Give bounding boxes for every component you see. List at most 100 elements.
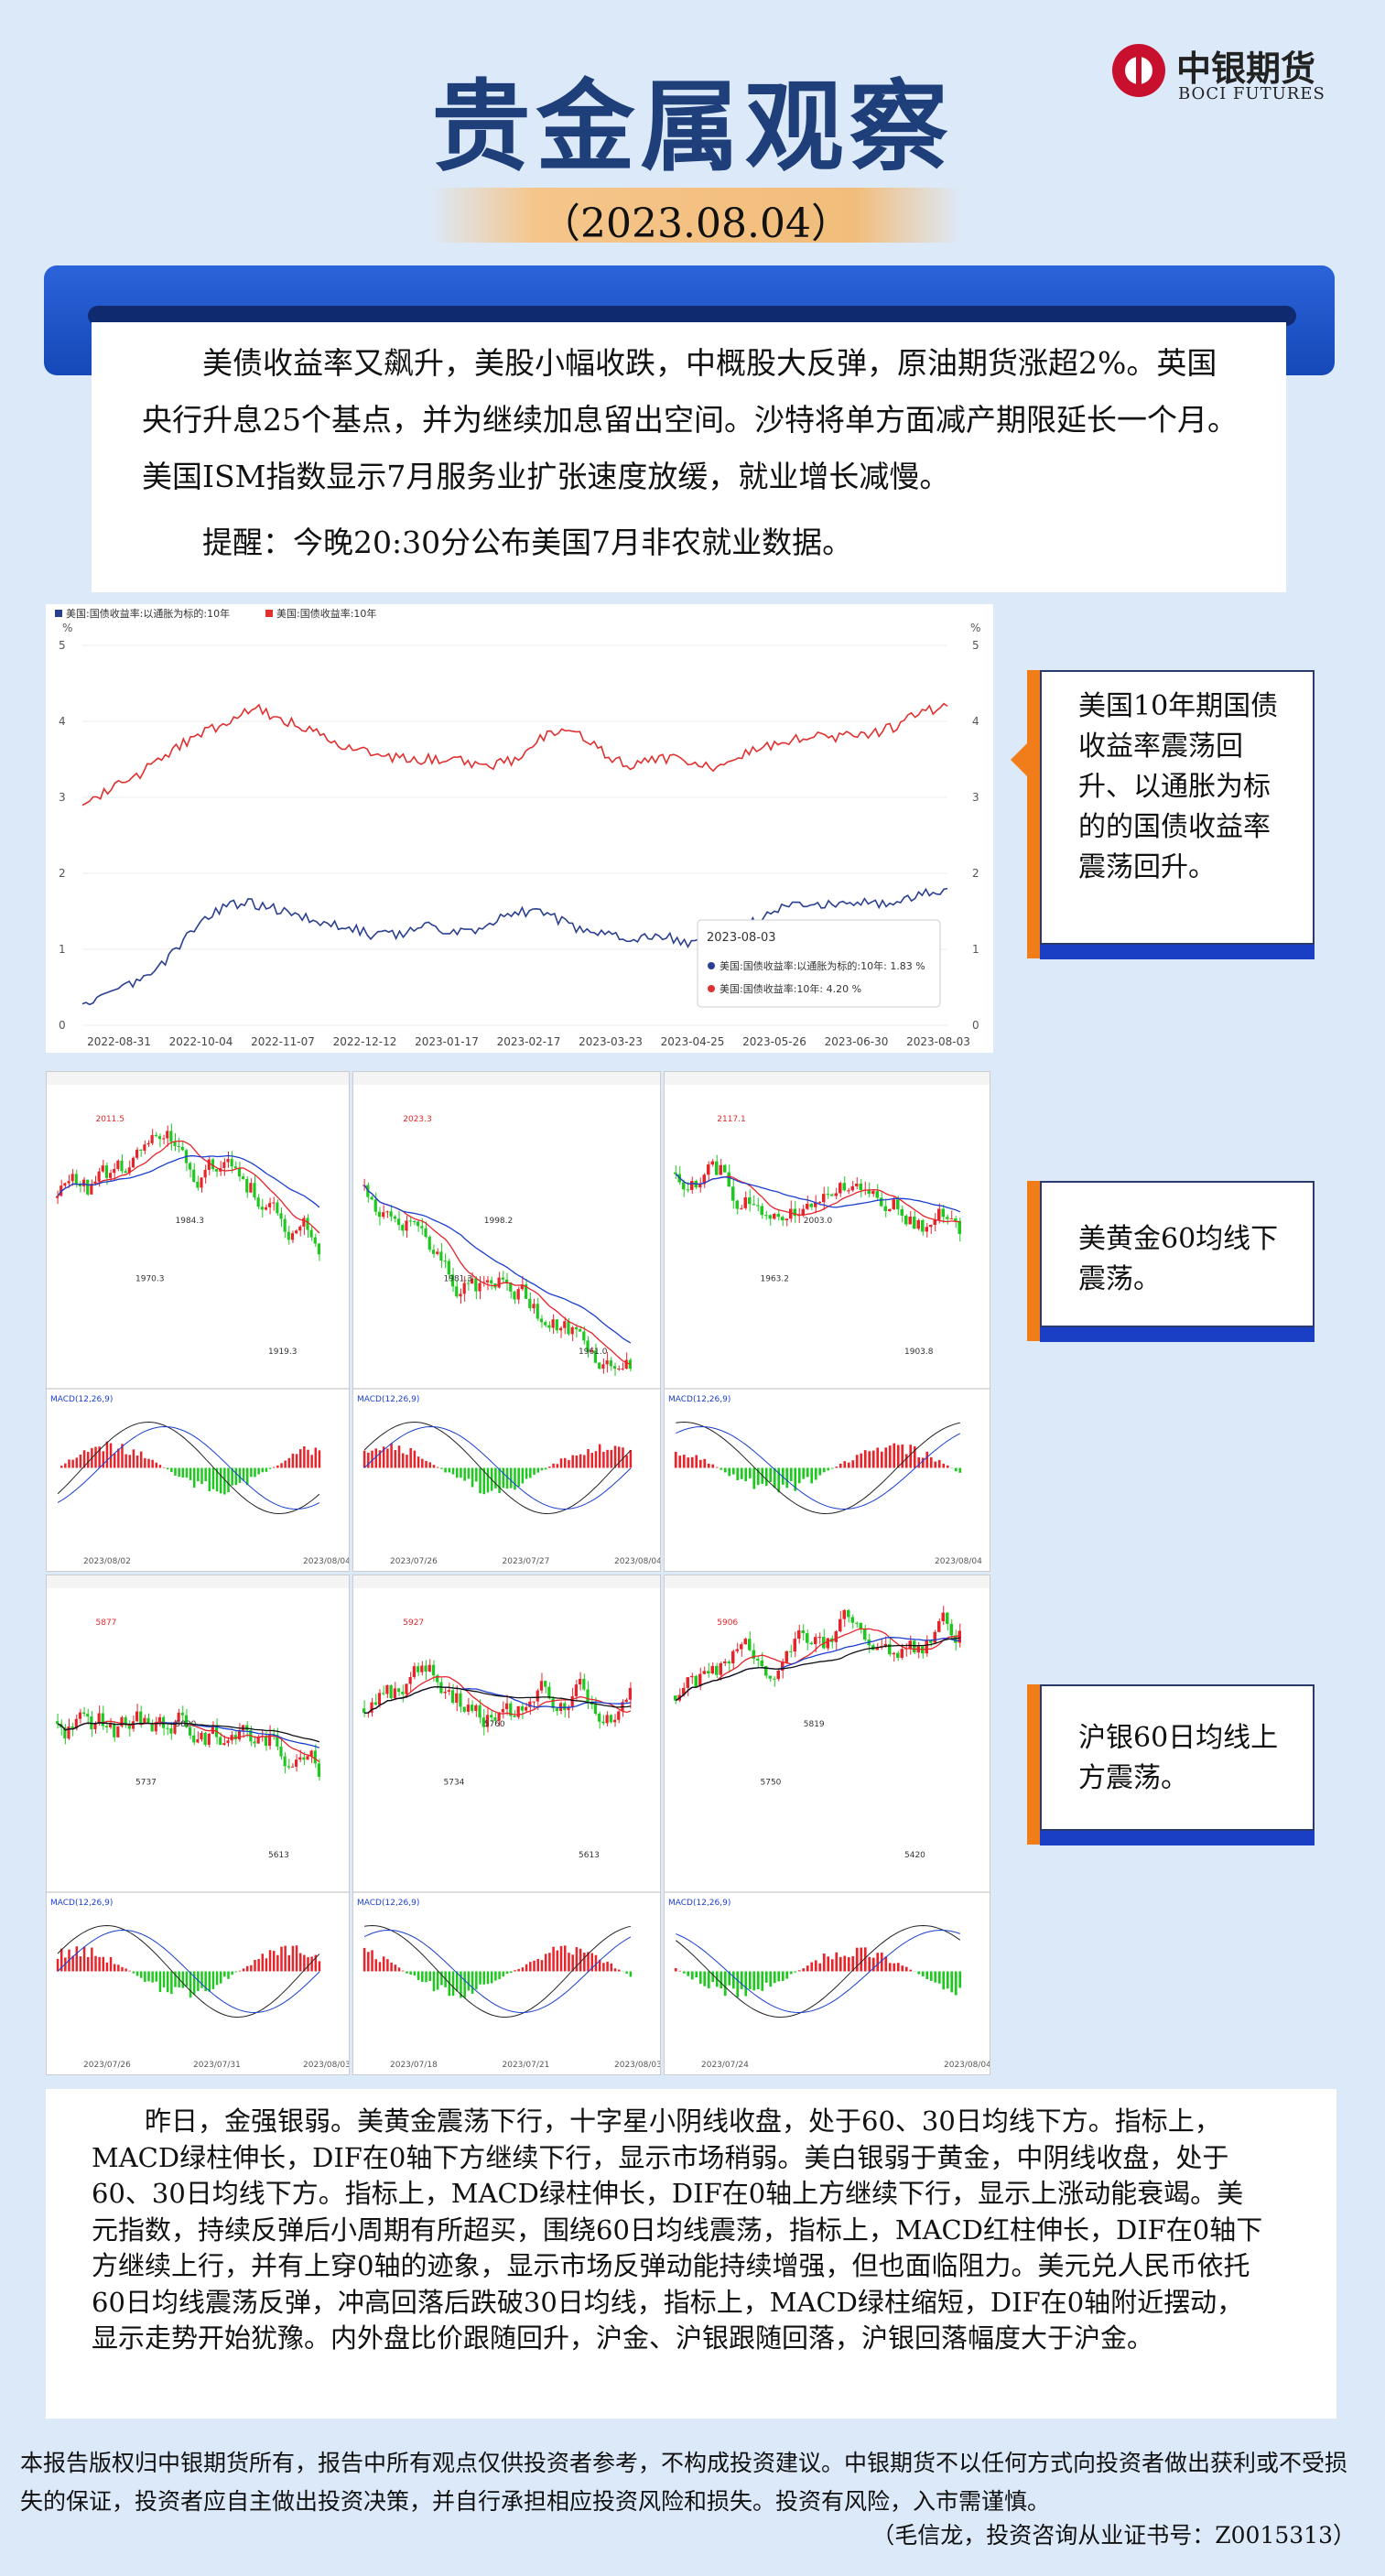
callout-accent	[1027, 1684, 1040, 1845]
candle-body	[748, 1639, 752, 1651]
candle-body	[698, 1184, 702, 1188]
candle-body	[272, 1202, 276, 1204]
candle-body	[528, 1701, 532, 1707]
candle-body	[298, 1226, 302, 1231]
candle-body	[555, 1708, 558, 1712]
candle-body	[674, 1695, 677, 1701]
candle-body	[393, 1216, 396, 1219]
candle-body	[764, 1215, 768, 1217]
candle-body	[875, 1647, 879, 1651]
candle-body	[150, 1134, 154, 1143]
candle-body	[598, 1362, 601, 1369]
candle-body	[436, 1251, 439, 1254]
price-label: 5750	[761, 1779, 782, 1788]
candle-body	[268, 1203, 272, 1207]
price-label: 1998.2	[484, 1217, 514, 1226]
intro-paragraph: 美债收益率又飙升，美股小幅收跌，中概股大反弹，原油期货涨超2%。英国央行升息25…	[142, 345, 1238, 494]
candle-body	[612, 1366, 617, 1369]
candle-body	[264, 1736, 267, 1747]
candle-body	[462, 1283, 466, 1294]
kline-header	[353, 1575, 660, 1588]
candle-body	[806, 1633, 809, 1643]
candle-body	[880, 1197, 883, 1207]
candle-body	[295, 1759, 298, 1767]
candle-body	[279, 1213, 283, 1219]
price-label: 2023.3	[403, 1115, 432, 1124]
candle-body	[497, 1712, 501, 1721]
candle-body	[226, 1159, 230, 1163]
candle-body	[493, 1717, 497, 1721]
candle-body	[373, 1199, 377, 1212]
candle-body	[760, 1660, 763, 1667]
price-label: 5906	[717, 1618, 738, 1628]
candle-body	[958, 1630, 961, 1643]
moving-average-line	[364, 1686, 631, 1714]
candle-body	[90, 1184, 93, 1195]
x-tick-label: 2022-12-12	[333, 1035, 397, 1048]
candle-body	[929, 1640, 933, 1643]
candle-body	[290, 1766, 294, 1768]
kline-chart: 2023.3 1998.2 1981.3 1961.0 MACD(12,26,9) 202…	[353, 1072, 660, 1566]
y-tick-right: 0	[972, 1019, 979, 1032]
macd-label: MACD(12,26,9)	[357, 1899, 419, 1908]
macd-label: MACD(12,26,9)	[668, 1899, 730, 1908]
candle-body	[789, 1208, 793, 1219]
dea-line	[363, 1425, 632, 1510]
dif-line	[57, 1924, 320, 2019]
y-unit-right: %	[970, 622, 980, 634]
candle-body	[287, 1231, 290, 1240]
logo-cn-text: 中银期货	[1176, 49, 1316, 89]
candle-body	[801, 1208, 805, 1216]
candle-body	[420, 1226, 424, 1228]
candle-body	[222, 1162, 226, 1169]
candle-body	[70, 1726, 74, 1729]
date-label: 2023/08/04	[614, 1557, 660, 1566]
candle-body	[401, 1692, 405, 1694]
candle-body	[913, 1640, 916, 1653]
candle-body	[525, 1706, 528, 1711]
candle-body	[154, 1134, 157, 1137]
kline-panel: 5927 5760 5734 5613 MACD(12,26,9) 2023/07/18 2…	[352, 1575, 661, 2075]
callout-accent	[1027, 670, 1040, 958]
candle-body	[135, 1711, 139, 1722]
candle-body	[373, 1702, 377, 1705]
date-label: 2023/07/26	[83, 2061, 131, 2070]
candle-body	[875, 1191, 879, 1198]
signature: （毛信龙，投资咨询从业证书号：Z0015313）	[871, 2522, 1356, 2549]
candle-body	[609, 1715, 612, 1723]
candle-body	[904, 1215, 908, 1225]
candle-body	[731, 1651, 735, 1663]
candle-body	[459, 1293, 462, 1297]
candle-body	[127, 1725, 131, 1729]
tooltip-row: 美国:国债收益率:以通胀为标的:10年: 1.83 %	[720, 959, 925, 972]
candle-body	[97, 1171, 101, 1182]
candle-body	[710, 1665, 714, 1674]
kline-panel: 5877 5820 5737 5613 MACD(12,26,9) 2023/07/26 2…	[46, 1575, 350, 2075]
x-tick-label: 2023-01-17	[415, 1035, 479, 1048]
candle-body	[582, 1331, 586, 1341]
kline-chart: 2117.1 2003.0 1963.2 1903.8 MACD(12,26,9) 202…	[665, 1072, 990, 1566]
candle-body	[124, 1171, 127, 1174]
candle-body	[396, 1688, 401, 1693]
kline-panel: 2023.3 1998.2 1981.3 1961.0 MACD(12,26,9) 202…	[352, 1071, 661, 1572]
moving-average-line	[364, 1675, 632, 1716]
candle-body	[883, 1206, 887, 1211]
candle-body	[207, 1733, 211, 1745]
candle-body	[143, 1717, 146, 1724]
candle-body	[916, 1219, 920, 1229]
candle-body	[504, 1279, 509, 1283]
candle-body	[682, 1687, 686, 1695]
candle-body	[120, 1160, 124, 1172]
candle-body	[760, 1206, 763, 1216]
legend-label: 美国:国债收益率:以通胀为标的:10年	[66, 607, 230, 620]
candle-body	[211, 1159, 214, 1170]
callout-text: 美黄金60均线下震荡。	[1040, 1181, 1315, 1327]
price-label: 2003.0	[804, 1217, 833, 1226]
candle-body	[162, 1138, 166, 1140]
candle-body	[412, 1666, 416, 1677]
y-tick-left: 0	[59, 1019, 66, 1032]
date-label: 2023/08/03	[303, 2061, 349, 2070]
y-tick-right: 2	[972, 867, 979, 880]
candle-body	[954, 1635, 958, 1643]
candle-body	[177, 1712, 180, 1722]
